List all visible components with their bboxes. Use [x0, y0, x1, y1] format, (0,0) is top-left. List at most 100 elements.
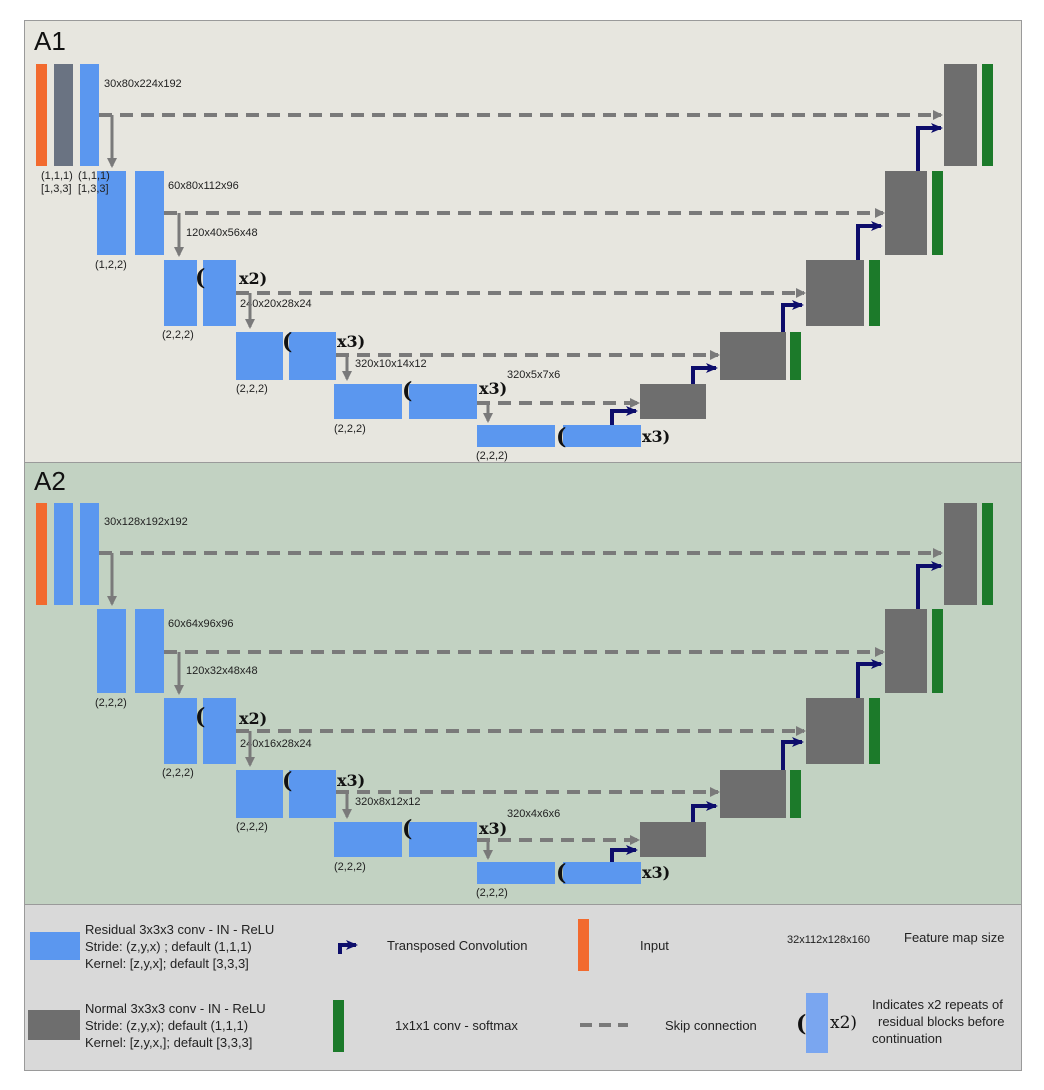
size-label: 30x128x192x192: [104, 516, 188, 528]
panel-a2: [24, 462, 1022, 905]
residual-block-level2b: [135, 609, 164, 693]
stride-label: (2,2,2): [236, 821, 268, 833]
legend-residual-swatch: [30, 932, 80, 960]
normal-block-dec5: [640, 384, 706, 419]
normal-block-dec2: [885, 171, 927, 255]
residual-block-level1b: [80, 503, 99, 605]
size-label: 320x5x7x6: [507, 369, 561, 381]
legend-repeat-desc2: residual blocks before: [878, 1014, 1005, 1029]
legend-normal-line1: Normal 3x3x3 conv - IN - ReLU: [85, 1001, 266, 1016]
size-label: 240x20x28x24: [240, 298, 312, 310]
residual-block-level2a: [97, 171, 126, 255]
softmax-block-dec2: [932, 171, 943, 255]
repeat-label: x3): [479, 379, 508, 398]
repeat-paren: (: [195, 265, 206, 291]
residual-block-level1: [80, 64, 99, 166]
panel-a2-title: A2: [34, 466, 66, 496]
residual-block-level1a: [54, 503, 73, 605]
repeat-label: x2): [239, 269, 268, 288]
residual-block-level3a: [164, 698, 197, 764]
residual-block-level3b: [203, 260, 236, 326]
legend-repeat-desc1: Indicates x2 repeats of: [872, 997, 1003, 1012]
repeat-label: x3): [337, 771, 366, 790]
softmax-block-dec3: [869, 260, 880, 326]
repeat-label: x3): [337, 332, 366, 351]
legend-normal-line3: Kernel: [z,y,x,]; default [3,3,3]: [85, 1035, 253, 1050]
softmax-block-dec4: [790, 770, 801, 818]
stride-label: (2,2,2): [334, 423, 366, 435]
repeat-paren: (: [402, 378, 413, 404]
repeat-label: x3): [642, 427, 671, 446]
legend-softmax-label: 1x1x1 conv - softmax: [395, 1018, 518, 1033]
legend-normal-swatch: [28, 1010, 80, 1040]
residual-block-level4a: [236, 770, 283, 818]
repeat-label: x2): [239, 709, 268, 728]
softmax-block-dec2: [932, 609, 943, 693]
repeat-paren: (: [282, 768, 293, 794]
softmax-block-dec1: [982, 64, 993, 166]
normal-block-dec5: [640, 822, 706, 857]
repeat-paren: (: [556, 424, 567, 450]
residual-block-level4b: [289, 332, 336, 380]
legend-repeat-swatch: [806, 993, 828, 1053]
input-block: [36, 503, 47, 605]
stride-label: (1,1,1): [78, 170, 110, 182]
residual-block-bottleneck-b: [563, 862, 641, 884]
repeat-paren: (: [556, 860, 567, 886]
size-label: 60x80x112x96: [168, 180, 239, 192]
stride-label: (1,1,1): [41, 170, 73, 182]
repeat-paren: (: [195, 704, 206, 730]
stride-label: (2,2,2): [476, 887, 508, 899]
conv-block-1: [54, 64, 73, 166]
legend-panel: [24, 904, 1022, 1071]
kernel-label: [1,3,3]: [41, 183, 72, 195]
softmax-block-dec1: [982, 503, 993, 605]
size-label: 60x64x96x96: [168, 618, 234, 630]
softmax-block-dec4: [790, 332, 801, 380]
legend-residual-line3: Kernel: [z,y,x]; default [3,3,3]: [85, 956, 249, 971]
stride-label: (2,2,2): [236, 383, 268, 395]
legend-transposed-label: Transposed Convolution: [387, 938, 528, 953]
residual-block-level3a: [164, 260, 197, 326]
residual-block-level4b: [289, 770, 336, 818]
normal-block-dec2: [885, 609, 927, 693]
legend-fmap-label: Feature map size: [904, 930, 1005, 945]
stride-label: (1,2,2): [95, 259, 127, 271]
normal-block-dec1: [944, 64, 977, 166]
legend-skip-label: Skip connection: [665, 1018, 757, 1033]
stride-label: (2,2,2): [162, 767, 194, 779]
residual-block-level5a: [334, 822, 402, 857]
size-label: 320x10x14x12: [355, 358, 427, 370]
size-label: 320x4x6x6: [507, 808, 561, 820]
legend-softmax-swatch: [333, 1000, 344, 1052]
normal-block-dec4: [720, 332, 786, 380]
legend-repeat-desc3: continuation: [872, 1031, 943, 1046]
size-label: 120x40x56x48: [186, 227, 258, 239]
normal-block-dec3: [806, 260, 864, 326]
residual-block-level5a: [334, 384, 402, 419]
legend-input-swatch: [578, 919, 589, 971]
residual-block-level2a: [97, 609, 126, 693]
size-label: 30x80x224x192: [104, 78, 182, 90]
normal-block-dec1: [944, 503, 977, 605]
residual-block-level5b: [409, 822, 477, 857]
legend-normal-line2: Stride: (z,y,x); default (1,1,1): [85, 1018, 249, 1033]
residual-block-level2b: [135, 171, 164, 255]
residual-block-bottleneck-b: [563, 425, 641, 447]
residual-block-level3b: [203, 698, 236, 764]
input-block: [36, 64, 47, 166]
normal-block-dec4: [720, 770, 786, 818]
legend-residual-line2: Stride: (z,y,x) ; default (1,1,1): [85, 939, 252, 954]
residual-block-bottleneck-a: [477, 425, 555, 447]
repeat-paren: (: [282, 329, 293, 355]
repeat-paren: (: [402, 816, 413, 842]
normal-block-dec3: [806, 698, 864, 764]
stride-label: (2,2,2): [334, 861, 366, 873]
size-label: 320x8x12x12: [355, 796, 421, 808]
size-label: 120x32x48x48: [186, 665, 258, 677]
stride-label: (2,2,2): [95, 697, 127, 709]
legend-fmap-example: 32x112x128x160: [787, 934, 870, 946]
kernel-label: [1,3,3]: [78, 183, 109, 195]
legend-repeat-x: x2): [830, 1013, 858, 1033]
legend-residual-line1: Residual 3x3x3 conv - IN - ReLU: [85, 922, 275, 937]
